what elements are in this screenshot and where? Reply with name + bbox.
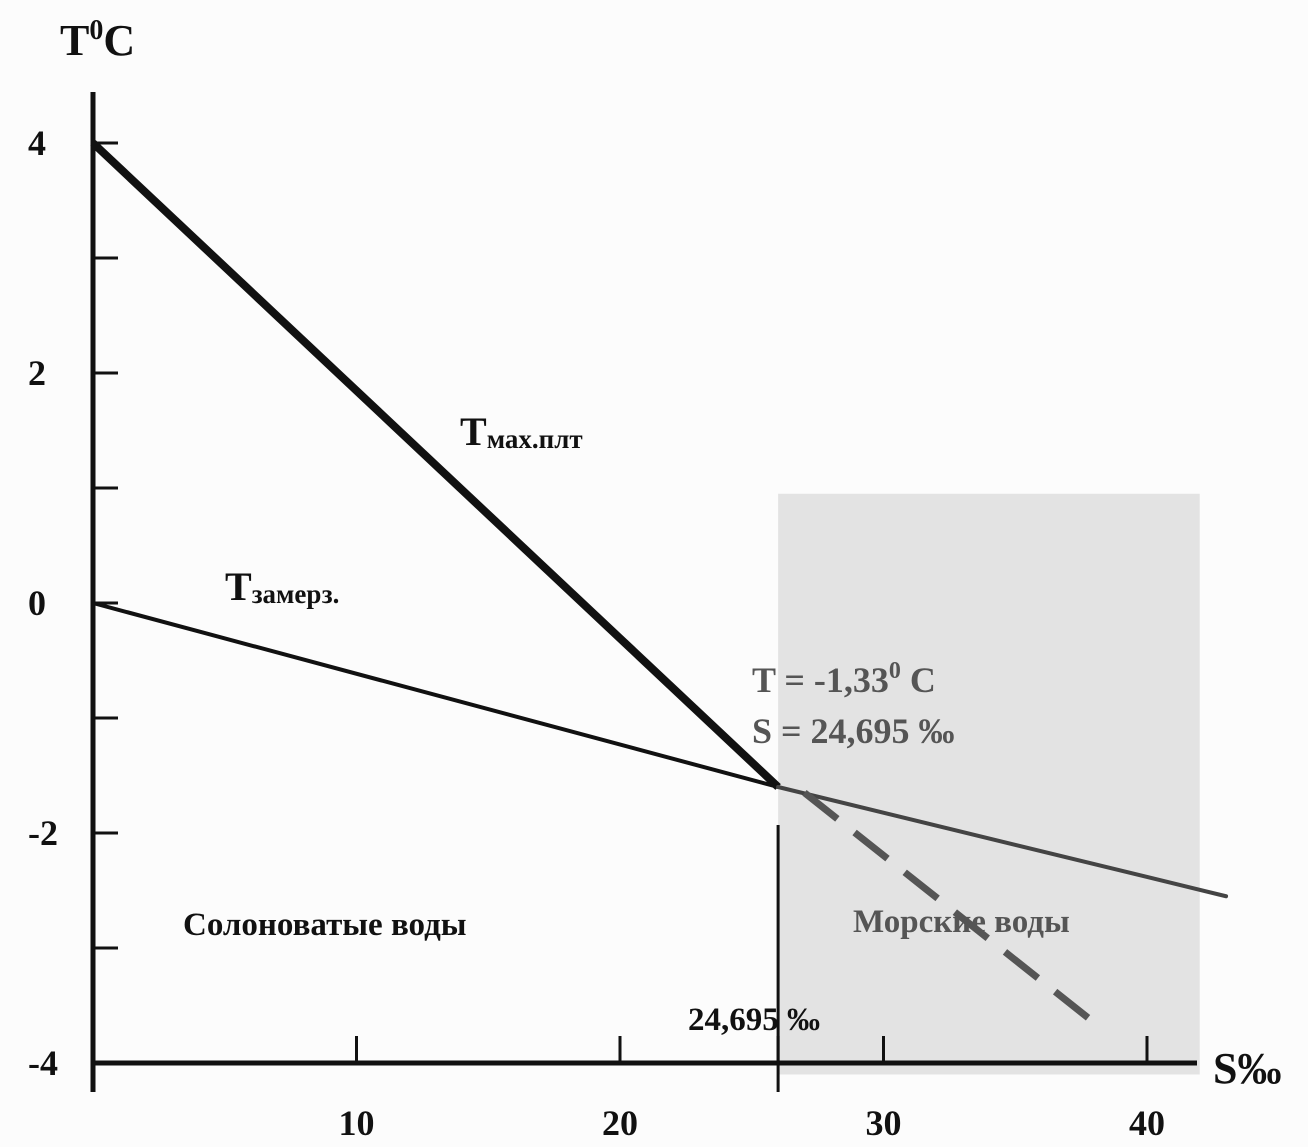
brackish-waters-label: Солоноватые воды (183, 907, 467, 943)
intersection-temperature: T = -1,330 C (752, 658, 936, 700)
y-tick-label: 0 (28, 583, 46, 623)
x-tick-label: 30 (866, 1103, 902, 1143)
x-tick-label: 40 (1129, 1103, 1165, 1143)
y-tick-label: 2 (28, 353, 46, 393)
y-tick-label: -2 (28, 813, 58, 853)
freezing-label: Tзамерз. (225, 564, 339, 609)
x-axis-title: S‰ (1213, 1044, 1281, 1093)
max-density-label: Tмах.плт (460, 409, 583, 454)
sea-waters-label: Морские воды (853, 904, 1070, 940)
freezing-line (91, 601, 781, 789)
salinity-marker-label: 24,695 ‰ (688, 1002, 820, 1038)
sea-waters-region (778, 493, 1200, 1075)
y-axis-title: T0C (60, 15, 135, 65)
max-density-line (90, 140, 781, 790)
freezing-line-sea (776, 785, 1229, 899)
x-tick-label: 10 (339, 1103, 375, 1143)
x-tick-label: 20 (602, 1103, 638, 1143)
y-tick-label: 4 (28, 123, 46, 163)
y-tick-label: -4 (28, 1043, 58, 1083)
intersection-salinity: S = 24,695 ‰ (752, 711, 955, 751)
